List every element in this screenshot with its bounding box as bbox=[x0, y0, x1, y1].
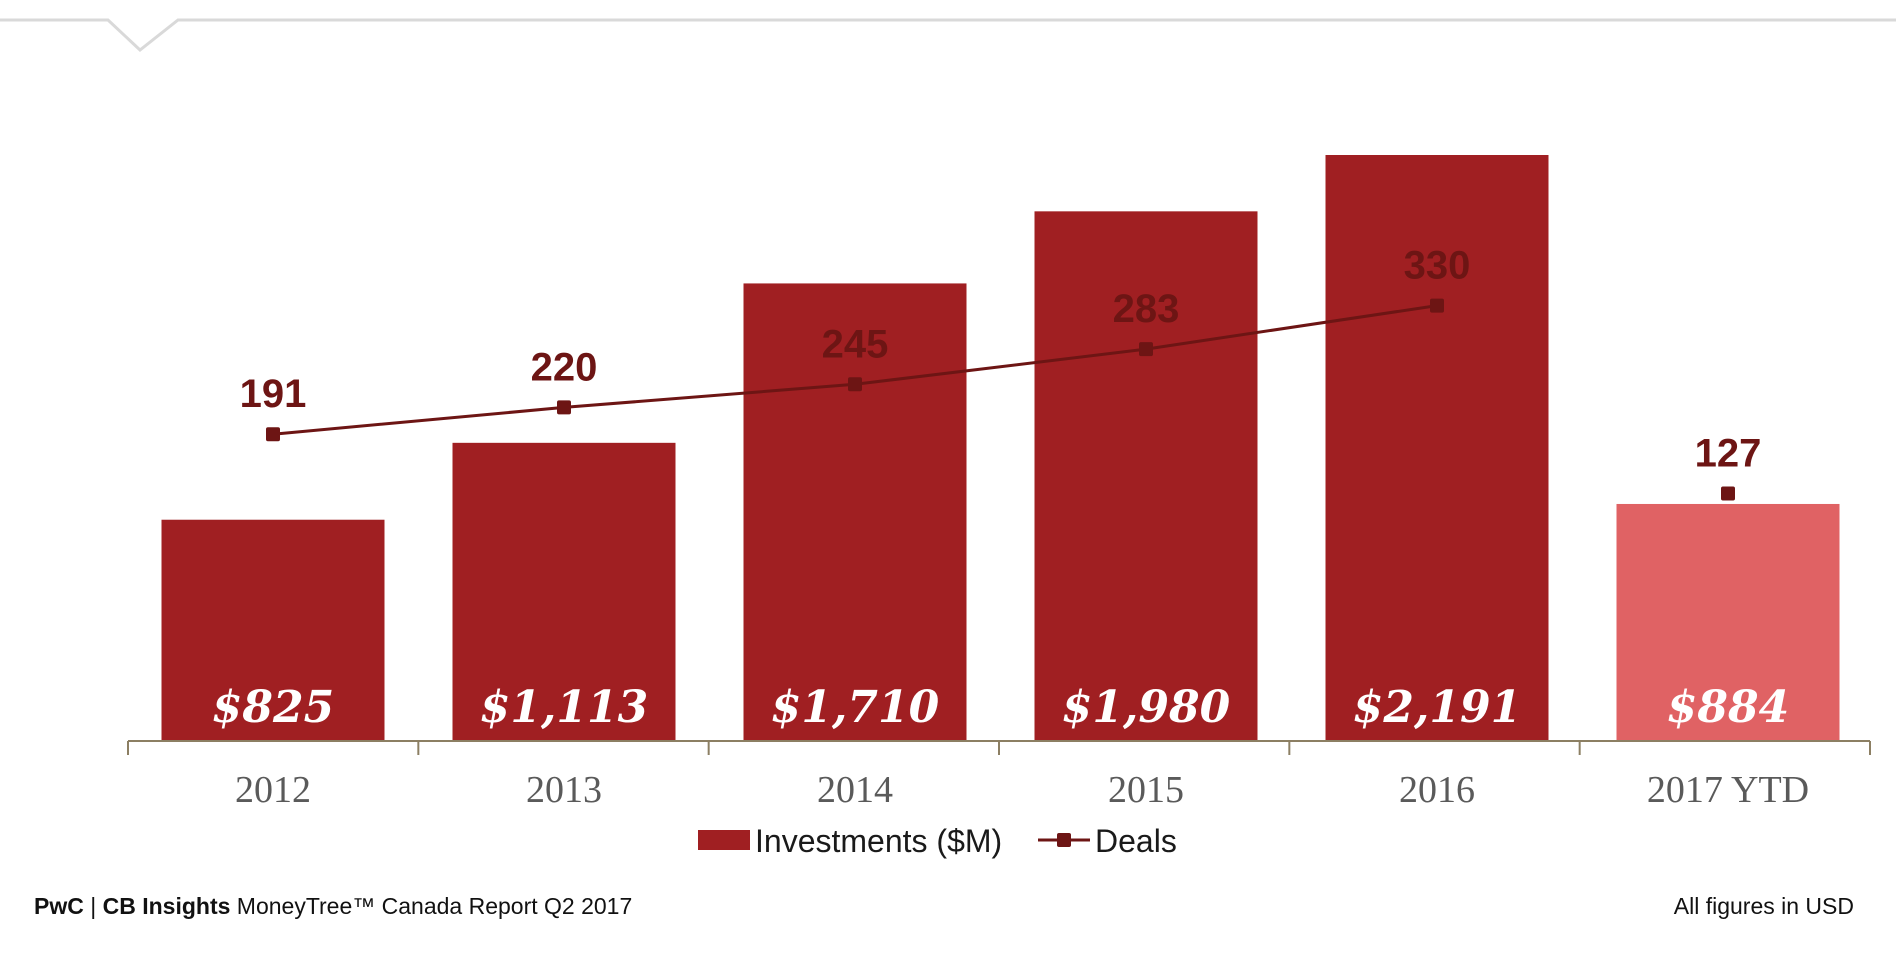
deals-label-2015: 283 bbox=[1113, 287, 1180, 331]
footer-brand-cb: CB Insights bbox=[102, 893, 231, 919]
deals-label-2016: 330 bbox=[1404, 244, 1471, 288]
deals-point-2014 bbox=[848, 377, 862, 392]
footer-separator: | bbox=[83, 893, 103, 919]
x-axis: 2012 2013 2014 2015 2016 2017 YTD bbox=[127, 740, 1871, 811]
bar-value-label-2012: $825 bbox=[212, 682, 334, 733]
x-tick-label-2017-ytd: 2017 YTD bbox=[1647, 769, 1809, 811]
deals-point-2015 bbox=[1139, 342, 1153, 357]
bar-value-label-2014: $1,710 bbox=[771, 682, 940, 733]
bar-2012 bbox=[161, 519, 385, 740]
bar-value-label-2013: $1,113 bbox=[480, 682, 648, 733]
bar-value-label-2015: $1,980 bbox=[1062, 682, 1231, 733]
legend-label-deals: Deals bbox=[1095, 823, 1177, 859]
bar-2017-ytd bbox=[1616, 503, 1840, 740]
deals-label-2013: 220 bbox=[531, 345, 598, 389]
bar-value-label-2016: $2,191 bbox=[1353, 682, 1521, 733]
legend-marker-deals bbox=[1057, 833, 1071, 847]
deals-point-2016 bbox=[1430, 298, 1444, 313]
deals-point-2017-ytd bbox=[1721, 486, 1735, 501]
footer-source: PwC | CB Insights MoneyTree™ Canada Repo… bbox=[34, 893, 632, 920]
deals-point-2012 bbox=[266, 427, 280, 442]
legend-label-investments: Investments ($M) bbox=[755, 823, 1002, 859]
legend-swatch-investments bbox=[698, 830, 750, 850]
header-rule bbox=[0, 18, 1896, 52]
deals-line: 191 220 245 283 330 127 bbox=[240, 244, 1762, 501]
header-decoration bbox=[0, 18, 1896, 52]
bar-2015 bbox=[1034, 211, 1258, 741]
deals-label-2017-ytd: 127 bbox=[1695, 431, 1762, 475]
x-tick-label-2016: 2016 bbox=[1399, 769, 1475, 811]
bar-2014 bbox=[743, 283, 967, 740]
bar-2013 bbox=[452, 442, 676, 740]
footer-report: MoneyTree™ Canada Report Q2 2017 bbox=[230, 893, 633, 919]
bar-value-label-2017-ytd: $884 bbox=[1667, 682, 1789, 733]
deals-label-2014: 245 bbox=[822, 322, 889, 366]
x-tick-label-2012: 2012 bbox=[235, 769, 311, 811]
deals-label-2012: 191 bbox=[240, 372, 307, 416]
x-tick-label-2013: 2013 bbox=[526, 769, 602, 811]
deals-point-2013 bbox=[557, 400, 571, 415]
footer-note: All figures in USD bbox=[1673, 893, 1854, 919]
x-tick-label-2014: 2014 bbox=[817, 769, 893, 811]
x-tick-label-2015: 2015 bbox=[1108, 769, 1184, 811]
footer-brand-pwc: PwC bbox=[34, 893, 84, 919]
legend: Investments ($M) Deals bbox=[698, 823, 1177, 859]
bars: $825 $1,113 $1,710 $1,980 $2,191 $884 bbox=[161, 155, 1840, 741]
bar-2016 bbox=[1325, 155, 1549, 740]
